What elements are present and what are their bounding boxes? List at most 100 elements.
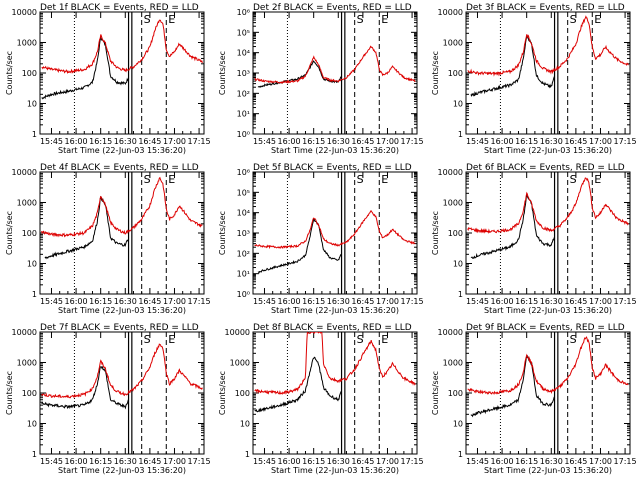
x-tick-label: 16:15 <box>302 297 325 306</box>
x-tick-label: 16:30 <box>540 457 563 466</box>
y-tick-label: 10² <box>237 89 250 98</box>
x-tick-label: 17:00 <box>589 297 612 306</box>
plot-frame <box>39 331 205 455</box>
panel-title: Det 1f BLACK = Events, RED = LLD <box>40 3 199 13</box>
x-tick-label: 16:00 <box>278 457 301 466</box>
events-series-line <box>257 60 342 88</box>
lld-series-line <box>467 336 629 396</box>
x-tick-label: 16:45 <box>138 297 161 306</box>
chart-panel: Det 9f BLACK = Events, RED = LLD 1 10 100 10… <box>431 323 637 475</box>
x-tick-label: 17:15 <box>401 457 424 466</box>
y-axis-title: Counts/sec <box>218 51 227 95</box>
x-tick-label: 16:15 <box>302 137 325 146</box>
x-tick-label: 16:45 <box>138 137 161 146</box>
x-tick-label: 16:15 <box>515 297 538 306</box>
x-axis-title: Start Time (22-Jun-03 15:36:20) <box>484 146 612 155</box>
y-tick-label: 100 <box>22 69 37 78</box>
x-tick-label: 15:45 <box>466 137 489 146</box>
x-tick-label: 16:45 <box>564 137 587 146</box>
y-tick-label: 10 <box>453 420 463 429</box>
panel-title: Det 3f BLACK = Events, RED = LLD <box>466 3 625 13</box>
y-tick-label: 10⁰ <box>237 290 250 299</box>
interval-marker-label: E <box>168 173 175 186</box>
y-tick-label: 10000 <box>12 328 37 337</box>
x-tick-label: 16:45 <box>351 137 374 146</box>
y-tick-label: 10 <box>27 260 37 269</box>
lld-series-line <box>254 210 416 250</box>
y-tick-label: 1000 <box>443 359 463 368</box>
x-tick-label: 15:45 <box>466 457 489 466</box>
lld-series-line <box>254 332 416 395</box>
y-axis-title: Counts/sec <box>431 51 440 95</box>
events-series-line <box>470 193 555 260</box>
events-series-line <box>257 218 342 274</box>
events-series-line <box>470 355 555 418</box>
x-axis-title: Start Time (22-Jun-03 15:36:20) <box>271 146 399 155</box>
y-tick-label: 10³ <box>237 69 250 78</box>
events-series-line <box>44 196 129 260</box>
y-tick-label: 10⁴ <box>237 49 250 58</box>
y-tick-label: 10 <box>240 420 250 429</box>
interval-marker-label: S <box>144 173 151 186</box>
y-tick-label: 100 <box>448 389 463 398</box>
x-tick-label: 16:45 <box>351 297 374 306</box>
y-tick-label: 1 <box>458 450 463 459</box>
panel-title: Det 2f BLACK = Events, RED = LLD <box>253 3 412 13</box>
x-tick-label: 17:00 <box>163 457 186 466</box>
x-tick-label: 15:45 <box>253 457 276 466</box>
y-axis-title: Counts/sec <box>218 371 227 415</box>
x-tick-label: 16:00 <box>65 297 88 306</box>
interval-marker-label: E <box>381 173 388 186</box>
y-axis-title: Counts/sec <box>5 51 14 95</box>
y-axis-title: Counts/sec <box>5 211 14 255</box>
y-tick-label: 10⁵ <box>237 188 250 197</box>
x-tick-label: 16:30 <box>114 297 137 306</box>
interval-marker-label: E <box>168 333 175 346</box>
interval-marker-label: S <box>570 173 577 186</box>
x-tick-label: 16:30 <box>327 137 350 146</box>
y-tick-label: 100 <box>448 229 463 238</box>
lld-series-line <box>41 343 203 399</box>
x-tick-label: 16:00 <box>491 457 514 466</box>
y-tick-label: 10000 <box>438 168 463 177</box>
x-tick-label: 16:30 <box>327 297 350 306</box>
y-tick-label: 10 <box>453 100 463 109</box>
y-tick-label: 10000 <box>438 8 463 17</box>
x-tick-label: 17:15 <box>614 137 637 146</box>
x-tick-label: 17:15 <box>188 297 211 306</box>
x-axis-title: Start Time (22-Jun-03 15:36:20) <box>484 466 612 475</box>
chart-panel: Det 2f BLACK = Events, RED = LLD 10⁰ 10¹ 10… <box>218 3 424 155</box>
x-tick-label: 15:45 <box>466 297 489 306</box>
x-tick-label: 16:15 <box>515 137 538 146</box>
plot-frame <box>465 171 631 295</box>
x-tick-label: 15:45 <box>253 137 276 146</box>
y-tick-label: 10 <box>27 420 37 429</box>
panel-title: Det 6f BLACK = Events, RED = LLD <box>466 163 625 173</box>
y-tick-label: 100 <box>22 389 37 398</box>
y-tick-label: 1 <box>245 450 250 459</box>
interval-marker-label: E <box>594 173 601 186</box>
y-tick-label: 10⁴ <box>237 209 250 218</box>
lld-series-line <box>467 15 629 77</box>
y-tick-label: 10⁶ <box>237 168 250 177</box>
x-tick-label: 16:15 <box>89 137 112 146</box>
y-tick-label: 1 <box>458 130 463 139</box>
y-tick-label: 10000 <box>225 328 250 337</box>
x-tick-label: 16:00 <box>278 137 301 146</box>
y-tick-label: 1000 <box>443 39 463 48</box>
interval-marker-label: S <box>144 13 151 26</box>
chart-panel: Det 8f BLACK = Events, RED = LLD 1 10 100 10… <box>218 323 424 475</box>
interval-marker-label: E <box>168 13 175 26</box>
x-axis-title: Start Time (22-Jun-03 15:36:20) <box>58 306 186 315</box>
y-tick-label: 10⁰ <box>237 130 250 139</box>
x-tick-label: 16:45 <box>564 297 587 306</box>
x-axis-title: Start Time (22-Jun-03 15:36:20) <box>58 466 186 475</box>
y-tick-label: 1000 <box>17 199 37 208</box>
y-tick-label: 10000 <box>12 168 37 177</box>
x-tick-label: 16:30 <box>114 457 137 466</box>
x-tick-label: 16:15 <box>515 457 538 466</box>
y-tick-label: 10⁶ <box>237 8 250 17</box>
interval-marker-label: E <box>381 13 388 26</box>
panel-title: Det 8f BLACK = Events, RED = LLD <box>253 323 412 333</box>
